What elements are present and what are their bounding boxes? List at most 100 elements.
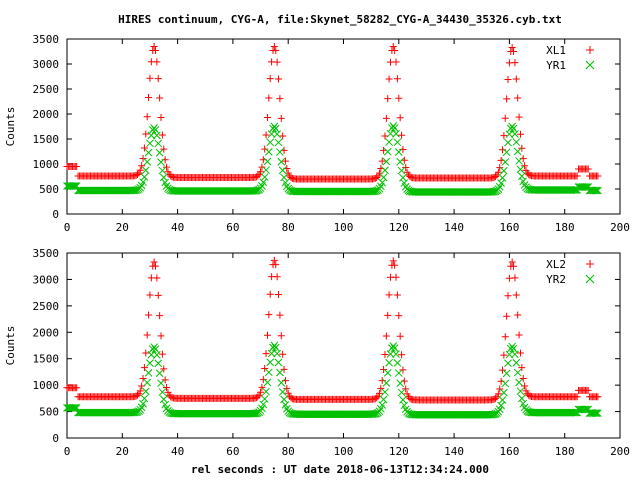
data-point <box>251 409 259 418</box>
data-point <box>157 379 165 388</box>
data-point <box>494 185 503 193</box>
data-point <box>140 394 149 403</box>
data-point <box>141 166 150 175</box>
data-point <box>370 410 378 418</box>
data-point <box>504 292 512 300</box>
data-point <box>146 74 154 82</box>
data-point <box>262 131 270 139</box>
data-point <box>373 394 381 402</box>
data-point <box>259 178 268 187</box>
data-point <box>501 114 509 122</box>
data-point <box>515 331 523 339</box>
data-point <box>266 290 274 298</box>
data-point <box>396 379 405 388</box>
data-point <box>142 349 150 357</box>
x-tick-label: 80 <box>282 445 295 458</box>
y-tick-label: 2500 <box>33 300 60 313</box>
data-point <box>377 384 385 392</box>
data-point <box>154 139 163 148</box>
y-tick-label: 3500 <box>33 33 60 46</box>
data-point <box>384 311 392 319</box>
legend-label: XL1 <box>546 44 566 57</box>
data-point <box>501 379 510 388</box>
data-point <box>150 43 158 50</box>
data-point <box>278 166 287 175</box>
x-tick-label: 60 <box>226 445 239 458</box>
x-tick-label: 200 <box>610 445 630 458</box>
data-point <box>500 166 508 175</box>
data-point <box>154 359 163 368</box>
data-point <box>385 291 393 299</box>
data-point <box>264 368 273 377</box>
data-point <box>73 163 81 170</box>
plot-panel-2: 0 500 1000 1500 2000 2500 3000 3500 0 20 40 60 80 100… <box>4 247 630 458</box>
data-point <box>136 387 144 395</box>
plot-panel-1: 0 500 1000 1500 2000 2500 3000 3500 0 20 40 60 80 100… <box>4 33 630 234</box>
data-point <box>396 157 405 166</box>
data-point <box>375 389 383 397</box>
x-tick-label: 160 <box>499 445 519 458</box>
data-point <box>494 168 502 176</box>
data-point <box>392 350 400 358</box>
data-point <box>144 369 153 377</box>
x-tick-label: 180 <box>555 445 575 458</box>
data-point <box>500 132 508 140</box>
data-point <box>501 333 509 341</box>
data-point <box>390 344 399 352</box>
data-point <box>511 274 519 282</box>
data-point <box>141 387 150 396</box>
data-point <box>395 94 403 102</box>
data-point <box>516 130 524 138</box>
data-point <box>392 273 400 281</box>
data-point <box>279 132 287 140</box>
data-point <box>402 164 410 172</box>
data-point <box>158 166 167 175</box>
y-tick-label: 1000 <box>33 379 60 392</box>
data-point <box>570 186 579 194</box>
data-point <box>395 312 403 320</box>
data-point <box>153 131 161 140</box>
y-tick-label: 500 <box>39 406 59 419</box>
data-point <box>399 396 407 404</box>
data-point <box>503 95 511 103</box>
y-tick-label: 2000 <box>33 108 60 121</box>
data-point <box>277 157 286 166</box>
data-point <box>379 395 388 404</box>
data-point <box>375 184 384 193</box>
data-point <box>274 358 283 367</box>
data-point <box>164 388 172 396</box>
data-point <box>573 393 581 401</box>
data-point <box>498 396 507 404</box>
data-point <box>403 390 411 398</box>
legend-plus-icon <box>586 260 594 268</box>
data-point <box>391 261 399 269</box>
data-point <box>594 409 602 418</box>
y-tick-label: 1500 <box>33 133 60 146</box>
x-tick-label: 180 <box>555 221 575 234</box>
data-point <box>130 408 139 417</box>
data-point <box>146 291 154 299</box>
data-point <box>270 43 278 50</box>
data-point <box>279 350 287 358</box>
x-tick-label: 40 <box>171 445 184 458</box>
x-tick-label: 120 <box>389 445 409 458</box>
data-point <box>270 256 278 264</box>
y-tick-label: 1500 <box>33 353 60 366</box>
data-point <box>378 178 387 187</box>
data-point <box>375 407 384 416</box>
y-axis-label: Counts <box>4 326 17 366</box>
data-point <box>155 148 164 157</box>
data-point <box>158 350 166 358</box>
data-point <box>259 376 267 384</box>
data-point <box>156 312 164 320</box>
data-point <box>256 406 265 415</box>
data-point <box>263 378 272 387</box>
data-point <box>514 311 522 319</box>
data-point <box>522 387 530 395</box>
data-point <box>159 395 168 404</box>
y-axis-label: Counts <box>4 107 17 147</box>
series-YR2 <box>63 341 602 419</box>
data-point <box>501 158 510 166</box>
data-point <box>136 405 145 414</box>
